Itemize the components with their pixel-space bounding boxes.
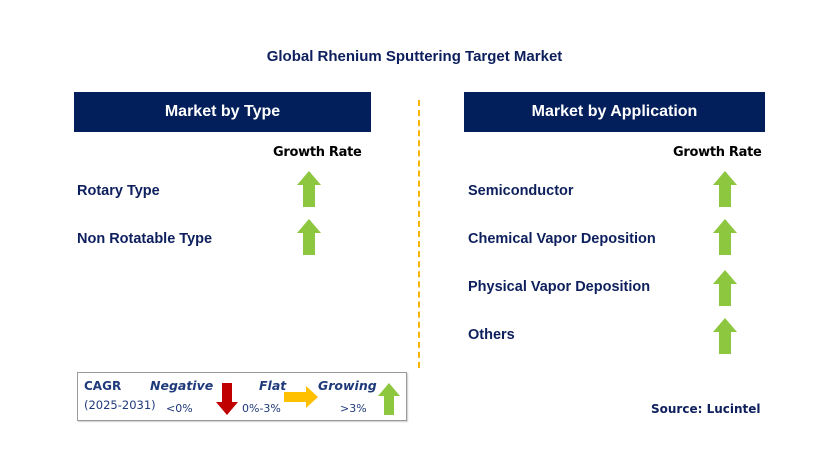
arrow-up-green-icon <box>713 171 737 207</box>
legend-growing-range: >3% <box>340 402 367 415</box>
legend-period: (2025-2031) <box>84 398 156 412</box>
arrow-up-green-icon <box>297 171 321 207</box>
row-label-rotary-type: Rotary Type <box>77 183 160 199</box>
legend-negative-label: Negative <box>150 378 214 393</box>
arrow-down-red-icon <box>216 383 238 415</box>
legend-flat-label: Flat <box>259 378 287 393</box>
market-by-application-header: Market by Application <box>464 92 765 132</box>
row-label-physical-vapor-deposition: Physical Vapor Deposition <box>468 279 651 295</box>
market-by-type-header: Market by Type <box>74 92 371 132</box>
row-label-non-rotatable-type: Non Rotatable Type <box>77 231 213 247</box>
arrow-up-green-icon <box>297 219 321 255</box>
arrow-up-green-icon <box>713 318 737 354</box>
row-label-others: Others <box>468 327 515 343</box>
cagr-legend: CAGR (2025-2031) Negative <0% Flat 0%-3%… <box>77 372 407 421</box>
legend-growing-label: Growing <box>318 378 377 393</box>
chart-title: Global Rhenium Sputtering Target Market <box>266 48 563 65</box>
source-label: Source: Lucintel <box>651 402 761 416</box>
growth-rate-label: Growth Rate <box>673 145 762 160</box>
row-label-chemical-vapor-deposition: Chemical Vapor Deposition <box>468 231 656 247</box>
arrow-up-green-icon <box>713 219 737 255</box>
arrow-up-green-icon <box>378 383 400 415</box>
row-label-semiconductor: Semiconductor <box>468 183 574 199</box>
legend-flat-range: 0%-3% <box>242 402 281 415</box>
arrow-up-green-icon <box>713 270 737 306</box>
growth-rate-label: Growth Rate <box>273 145 362 160</box>
arrow-right-yellow-icon <box>284 386 318 408</box>
legend-negative-range: <0% <box>166 402 193 415</box>
legend-cagr-label: CAGR <box>84 379 122 393</box>
dashed-divider <box>418 100 420 368</box>
